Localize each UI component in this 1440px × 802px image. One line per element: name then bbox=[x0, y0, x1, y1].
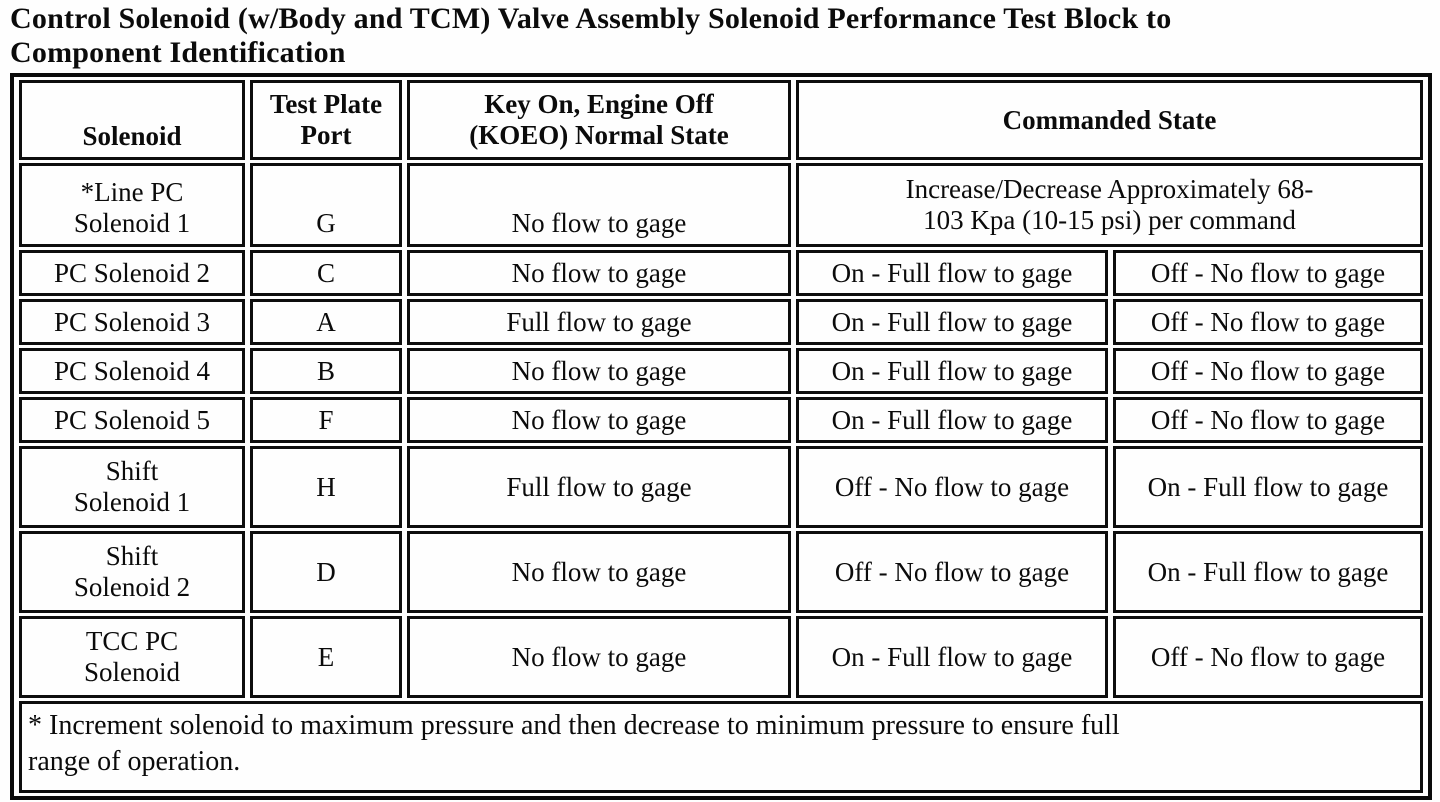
cell-commanded-right: Off - No flow to gage bbox=[1113, 616, 1423, 698]
cell-port: C bbox=[250, 250, 402, 296]
cell-commanded-right: On - Full flow to gage bbox=[1113, 531, 1423, 613]
cell-commanded-right: Off - No flow to gage bbox=[1113, 348, 1423, 394]
footnote-text: * Increment solenoid to maximum pressure… bbox=[19, 701, 1423, 793]
cell-port: F bbox=[250, 397, 402, 443]
document-title-line2: Component Identification bbox=[10, 36, 346, 69]
table-row: PC Solenoid 3 A Full flow to gage On - F… bbox=[19, 299, 1423, 345]
cell-port: B bbox=[250, 348, 402, 394]
table-row: PC Solenoid 4 B No flow to gage On - Ful… bbox=[19, 348, 1423, 394]
header-solenoid: Solenoid bbox=[19, 80, 245, 160]
cell-koeo: No flow to gage bbox=[407, 348, 791, 394]
cell-koeo: Full flow to gage bbox=[407, 446, 791, 528]
cell-solenoid: Shift Solenoid 2 bbox=[19, 531, 245, 613]
cell-commanded-right: Off - No flow to gage bbox=[1113, 299, 1423, 345]
table-footnote-row: * Increment solenoid to maximum pressure… bbox=[19, 701, 1423, 793]
table-row: *Line PC Solenoid 1 G No flow to gage In… bbox=[19, 163, 1423, 247]
table-row: TCC PC Solenoid E No flow to gage On - F… bbox=[19, 616, 1423, 698]
cell-commanded-left: Off - No flow to gage bbox=[796, 446, 1108, 528]
cell-port: A bbox=[250, 299, 402, 345]
cell-koeo: Full flow to gage bbox=[407, 299, 791, 345]
document-title-line1: Control Solenoid (w/Body and TCM) Valve … bbox=[10, 2, 1172, 35]
table-row: Shift Solenoid 1 H Full flow to gage Off… bbox=[19, 446, 1423, 528]
cell-solenoid: *Line PC Solenoid 1 bbox=[19, 163, 245, 247]
cell-solenoid: Shift Solenoid 1 bbox=[19, 446, 245, 528]
cell-commanded-left: On - Full flow to gage bbox=[796, 348, 1108, 394]
cell-solenoid: PC Solenoid 4 bbox=[19, 348, 245, 394]
cell-commanded-left: On - Full flow to gage bbox=[796, 397, 1108, 443]
cell-commanded-left: On - Full flow to gage bbox=[796, 250, 1108, 296]
table-row: PC Solenoid 2 C No flow to gage On - Ful… bbox=[19, 250, 1423, 296]
cell-koeo: No flow to gage bbox=[407, 531, 791, 613]
cell-solenoid: PC Solenoid 2 bbox=[19, 250, 245, 296]
cell-koeo: No flow to gage bbox=[407, 397, 791, 443]
header-test-plate-port: Test Plate Port bbox=[250, 80, 402, 160]
cell-commanded-right: Off - No flow to gage bbox=[1113, 250, 1423, 296]
cell-solenoid: PC Solenoid 5 bbox=[19, 397, 245, 443]
header-koeo-normal-state: Key On, Engine Off (KOEO) Normal State bbox=[407, 80, 791, 160]
cell-commanded-left: On - Full flow to gage bbox=[796, 299, 1108, 345]
cell-commanded-left: On - Full flow to gage bbox=[796, 616, 1108, 698]
cell-port: H bbox=[250, 446, 402, 528]
cell-koeo: No flow to gage bbox=[407, 163, 791, 247]
table-row: Shift Solenoid 2 D No flow to gage Off -… bbox=[19, 531, 1423, 613]
table-header-row: Solenoid Test Plate Port Key On, Engine … bbox=[19, 80, 1423, 160]
cell-port: D bbox=[250, 531, 402, 613]
header-commanded-state: Commanded State bbox=[796, 80, 1423, 160]
cell-port: G bbox=[250, 163, 402, 247]
cell-koeo: No flow to gage bbox=[407, 250, 791, 296]
solenoid-performance-table: Solenoid Test Plate Port Key On, Engine … bbox=[10, 73, 1432, 800]
cell-commanded-right: Off - No flow to gage bbox=[1113, 397, 1423, 443]
cell-commanded: Increase/Decrease Approximately 68- 103 … bbox=[796, 163, 1423, 247]
cell-port: E bbox=[250, 616, 402, 698]
cell-commanded-right: On - Full flow to gage bbox=[1113, 446, 1423, 528]
cell-solenoid: PC Solenoid 3 bbox=[19, 299, 245, 345]
document-title: Control Solenoid (w/Body and TCM) Valve … bbox=[10, 2, 1430, 70]
cell-solenoid: TCC PC Solenoid bbox=[19, 616, 245, 698]
cell-commanded-left: Off - No flow to gage bbox=[796, 531, 1108, 613]
cell-koeo: No flow to gage bbox=[407, 616, 791, 698]
table-row: PC Solenoid 5 F No flow to gage On - Ful… bbox=[19, 397, 1423, 443]
